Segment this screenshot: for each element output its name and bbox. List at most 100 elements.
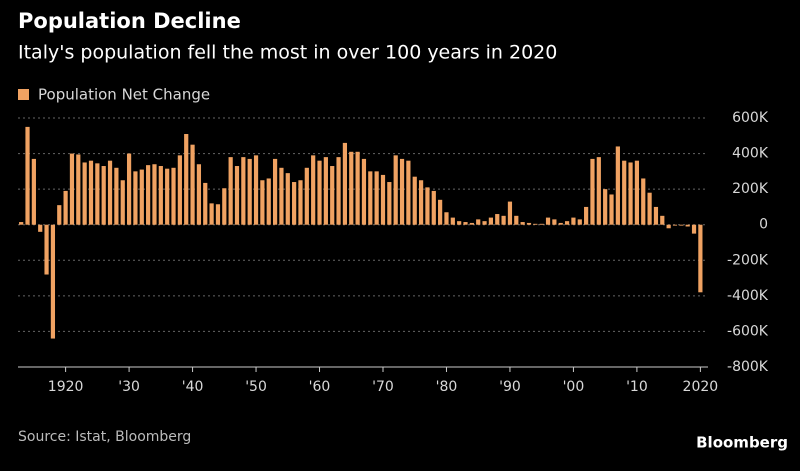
x-tick-label: '90 xyxy=(499,379,521,395)
bar xyxy=(590,158,595,225)
bar xyxy=(438,199,443,225)
bar xyxy=(641,178,646,225)
bar xyxy=(82,162,87,225)
bar xyxy=(634,160,640,225)
bar xyxy=(526,222,532,225)
bar xyxy=(298,180,303,225)
bar xyxy=(31,158,36,225)
bar xyxy=(501,215,506,225)
bar xyxy=(564,221,570,225)
bar xyxy=(622,160,627,225)
bar xyxy=(545,217,551,225)
bar xyxy=(228,157,233,225)
bar xyxy=(38,224,43,232)
bar xyxy=(146,165,151,225)
bar xyxy=(120,180,125,225)
bar xyxy=(584,206,589,225)
legend-label: Population Net Change xyxy=(38,86,210,104)
bar xyxy=(311,155,316,225)
bar xyxy=(615,146,620,225)
x-tick-label: '80 xyxy=(436,379,458,395)
y-tick-label: -600K xyxy=(727,323,769,339)
bar xyxy=(431,190,436,225)
bar xyxy=(406,160,411,225)
bar xyxy=(380,174,386,225)
bar xyxy=(266,178,271,225)
bar xyxy=(463,222,468,225)
bar xyxy=(660,215,665,225)
bar xyxy=(450,217,455,225)
bar xyxy=(488,217,494,225)
bar xyxy=(368,171,373,225)
bar xyxy=(247,158,252,225)
bar xyxy=(158,166,163,225)
legend-swatch xyxy=(18,89,29,100)
bar xyxy=(272,158,278,225)
bar xyxy=(342,142,348,225)
bar xyxy=(177,155,182,225)
bar xyxy=(628,162,633,225)
bar xyxy=(336,157,341,225)
bar xyxy=(495,214,500,225)
bar xyxy=(184,134,189,225)
bar xyxy=(533,223,538,225)
bar xyxy=(165,168,170,225)
bar xyxy=(215,204,221,225)
bar xyxy=(393,155,398,225)
bar xyxy=(476,219,481,225)
bar xyxy=(234,166,240,225)
bar xyxy=(76,154,81,225)
bar xyxy=(647,192,652,225)
bar xyxy=(279,167,284,225)
bar xyxy=(50,224,56,339)
x-tick-label: '10 xyxy=(626,379,648,395)
bar xyxy=(139,169,144,225)
chart-subtitle: Italy's population fell the most in over… xyxy=(18,42,557,64)
bar xyxy=(539,223,544,225)
bar xyxy=(387,182,392,225)
bar xyxy=(577,219,582,225)
bar xyxy=(19,222,24,225)
bar xyxy=(209,203,214,225)
bar xyxy=(126,153,132,225)
bar xyxy=(685,224,690,227)
bar xyxy=(330,166,335,225)
bar xyxy=(57,205,62,225)
bar xyxy=(425,187,430,225)
bar xyxy=(114,167,119,225)
y-tick-label: -800K xyxy=(727,359,769,375)
bar xyxy=(349,151,354,225)
bar xyxy=(558,222,563,225)
y-tick-label: 400K xyxy=(732,146,769,162)
bar xyxy=(691,224,697,234)
bar xyxy=(672,224,678,226)
bar xyxy=(418,180,424,225)
bar xyxy=(482,221,487,225)
bar xyxy=(514,215,519,225)
bar xyxy=(190,144,195,225)
bar xyxy=(444,212,449,225)
bar xyxy=(609,194,614,225)
bar xyxy=(222,188,227,225)
y-tick-label: -400K xyxy=(727,288,769,304)
x-tick-label: '50 xyxy=(245,379,267,395)
bar xyxy=(203,182,208,225)
x-tick-label: '70 xyxy=(372,379,394,395)
bar xyxy=(361,158,367,225)
x-tick-label: '60 xyxy=(309,379,331,395)
bar xyxy=(152,164,157,225)
bar xyxy=(253,155,259,225)
bar xyxy=(292,182,297,225)
bar xyxy=(469,222,474,225)
x-tick-label: 2020 xyxy=(683,379,719,395)
bar xyxy=(107,160,113,225)
bar xyxy=(698,224,703,293)
bar xyxy=(304,167,309,225)
bar xyxy=(88,160,94,225)
bar xyxy=(44,224,49,275)
bar xyxy=(95,163,100,225)
bar xyxy=(101,166,106,225)
y-tick-label: 0 xyxy=(759,217,768,233)
